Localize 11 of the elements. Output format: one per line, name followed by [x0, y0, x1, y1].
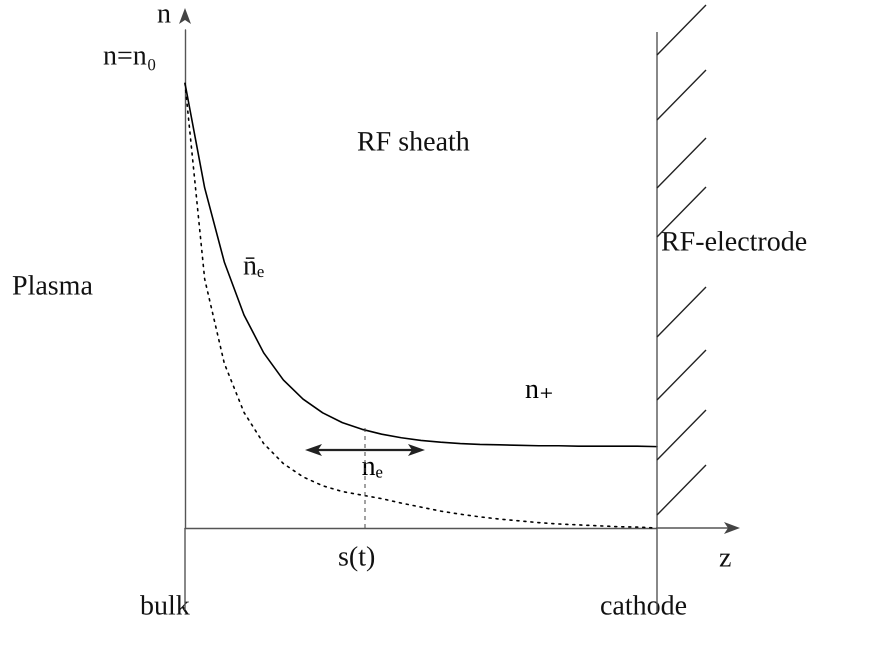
text: bulk	[140, 590, 190, 622]
y-axis-title: n	[157, 0, 171, 30]
text: s(t)	[338, 542, 376, 572]
text: cathode	[600, 590, 688, 622]
annotation: RF sheath	[357, 126, 470, 158]
x-axis-title: z	[719, 542, 732, 574]
text: n=n₀	[103, 40, 157, 72]
text: RF-electrode	[661, 226, 808, 258]
annotation: n̄ₑ	[243, 250, 264, 282]
series-label: n₊	[525, 374, 554, 405]
text: Plasma	[12, 270, 94, 302]
